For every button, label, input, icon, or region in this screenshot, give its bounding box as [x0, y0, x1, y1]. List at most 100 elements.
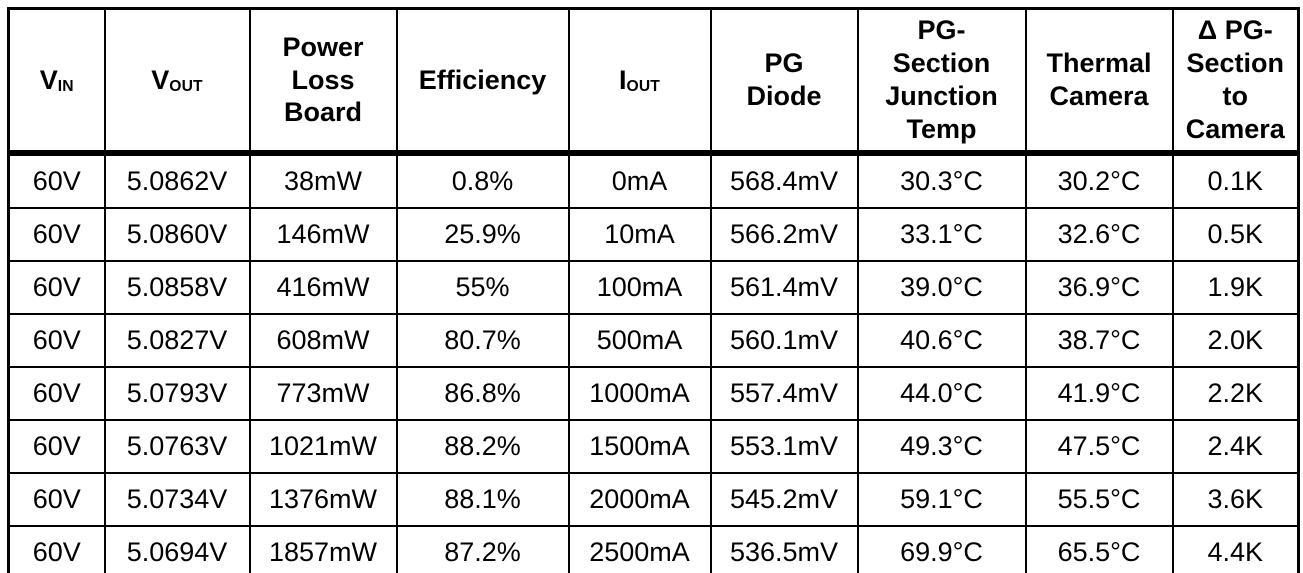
table-cell: 65.5°C — [1024, 525, 1174, 573]
table-cell: 5.0827V — [103, 313, 251, 368]
table-cell: 416mW — [248, 260, 398, 315]
table-cell: 60V — [7, 260, 106, 315]
table-cell: 3.6K — [1171, 472, 1300, 527]
table-cell: 5.0860V — [103, 207, 251, 262]
col-header-delta-pg-section-to-camera: Δ PG- Section to Camera — [1171, 7, 1300, 156]
col-header-vin: VIN — [7, 7, 106, 156]
table-cell: 55% — [395, 260, 570, 315]
table-cell: 2.2K — [1171, 366, 1300, 421]
table-cell: 608mW — [248, 313, 398, 368]
table-cell: 560.1mV — [709, 313, 859, 368]
table-cell: 5.0858V — [103, 260, 251, 315]
table-cell: 5.0862V — [103, 152, 251, 209]
table-cell: 1857mW — [248, 525, 398, 573]
table-cell: 553.1mV — [709, 419, 859, 474]
table-cell: 60V — [7, 525, 106, 573]
table-cell: 100mA — [567, 260, 712, 315]
col-header-efficiency: Efficiency — [395, 7, 570, 156]
table-cell: 80.7% — [395, 313, 570, 368]
table-cell: 0mA — [567, 152, 712, 209]
table-cell: 2.0K — [1171, 313, 1300, 368]
table-cell: 55.5°C — [1024, 472, 1174, 527]
iout-subscript: OUT — [626, 77, 661, 95]
table-cell: 36.9°C — [1024, 260, 1174, 315]
table-cell: 33.1°C — [856, 207, 1027, 262]
table-cell: 32.6°C — [1024, 207, 1174, 262]
table-cell: 38.7°C — [1024, 313, 1174, 368]
header-row: VIN VOUT Power Loss Board Efficiency IOU… — [7, 7, 1300, 156]
table-cell: 1500mA — [567, 419, 712, 474]
table-cell: 536.5mV — [709, 525, 859, 573]
table-cell: 5.0694V — [103, 525, 251, 573]
table-row: 60V 5.0860V 146mW 25.9% 10mA 566.2mV 33.1°C 32.… — [7, 207, 1300, 262]
table-cell: 566.2mV — [709, 207, 859, 262]
table-cell: 47.5°C — [1024, 419, 1174, 474]
table-cell: 1000mA — [567, 366, 712, 421]
table-cell: 5.0734V — [103, 472, 251, 527]
table-cell: 500mA — [567, 313, 712, 368]
table-row: 60V 5.0793V 773mW 86.8% 1000mA 557.4mV 44.0°C 4… — [7, 366, 1300, 421]
table-cell: 60V — [7, 472, 106, 527]
table-cell: 2500mA — [567, 525, 712, 573]
table-row: 60V 5.0694V 1857mW 87.2% 2500mA 536.5mV 69.9°C… — [7, 525, 1300, 573]
table-cell: 146mW — [248, 207, 398, 262]
table-cell: 1376mW — [248, 472, 398, 527]
col-header-vout: VOUT — [103, 7, 251, 156]
vin-label: V — [39, 64, 58, 95]
table-cell: 88.2% — [395, 419, 570, 474]
table-cell: 545.2mV — [709, 472, 859, 527]
table-cell: 1.9K — [1171, 260, 1300, 315]
table-cell: 38mW — [248, 152, 398, 209]
table-cell: 568.4mV — [709, 152, 859, 209]
col-header-thermal-camera: Thermal Camera — [1024, 7, 1174, 156]
table-cell: 40.6°C — [856, 313, 1027, 368]
table-cell: 0.1K — [1171, 152, 1300, 209]
table-cell: 0.8% — [395, 152, 570, 209]
table-cell: 60V — [7, 419, 106, 474]
table-cell: 41.9°C — [1024, 366, 1174, 421]
table-cell: 2.4K — [1171, 419, 1300, 474]
table-cell: 39.0°C — [856, 260, 1027, 315]
table-cell: 1021mW — [248, 419, 398, 474]
iout-label: I — [618, 64, 627, 95]
table-cell: 88.1% — [395, 472, 570, 527]
col-header-power-loss-board: Power Loss Board — [248, 7, 398, 156]
col-header-pg-diode: PG Diode — [709, 7, 859, 156]
table-cell: 5.0763V — [103, 419, 251, 474]
table-cell: 49.3°C — [856, 419, 1027, 474]
table-cell: 10mA — [567, 207, 712, 262]
vin-subscript: IN — [57, 77, 74, 95]
table-cell: 60V — [7, 313, 106, 368]
table-row: 60V 5.0763V 1021mW 88.2% 1500mA 553.1mV 49.3°C… — [7, 419, 1300, 474]
table-cell: 60V — [7, 152, 106, 209]
efficiency-thermal-table: VIN VOUT Power Loss Board Efficiency IOU… — [7, 7, 1300, 573]
table-row: 60V 5.0858V 416mW 55% 100mA 561.4mV 39.0°C 36.9… — [7, 260, 1300, 315]
table-cell: 44.0°C — [856, 366, 1027, 421]
table-row: 60V 5.0862V 38mW 0.8% 0mA 568.4mV 30.3°C 30.2°C… — [7, 152, 1300, 209]
table-body: 60V 5.0862V 38mW 0.8% 0mA 568.4mV 30.3°C 30.2°C… — [7, 152, 1300, 573]
vout-label: V — [151, 64, 170, 95]
table-cell: 773mW — [248, 366, 398, 421]
vout-subscript: OUT — [169, 77, 203, 95]
table-cell: 557.4mV — [709, 366, 859, 421]
table-cell: 561.4mV — [709, 260, 859, 315]
col-header-pg-section-junction-temp: PG- Section Junction Temp — [856, 7, 1027, 156]
table-cell: 4.4K — [1171, 525, 1300, 573]
table-row: 60V 5.0734V 1376mW 88.1% 2000mA 545.2mV 59.1°C… — [7, 472, 1300, 527]
table-cell: 60V — [7, 366, 106, 421]
table-cell: 30.2°C — [1024, 152, 1174, 209]
table-cell: 30.3°C — [856, 152, 1027, 209]
table-cell: 25.9% — [395, 207, 570, 262]
table-cell: 69.9°C — [856, 525, 1027, 573]
table-cell: 5.0793V — [103, 366, 251, 421]
table-cell: 60V — [7, 207, 106, 262]
table-cell: 0.5K — [1171, 207, 1300, 262]
table-cell: 59.1°C — [856, 472, 1027, 527]
table-row: 60V 5.0827V 608mW 80.7% 500mA 560.1mV 40.6°C 38… — [7, 313, 1300, 368]
table-cell: 2000mA — [567, 472, 712, 527]
table-cell: 87.2% — [395, 525, 570, 573]
table-cell: 86.8% — [395, 366, 570, 421]
col-header-iout: IOUT — [567, 7, 712, 156]
table-header: VIN VOUT Power Loss Board Efficiency IOU… — [7, 7, 1300, 156]
